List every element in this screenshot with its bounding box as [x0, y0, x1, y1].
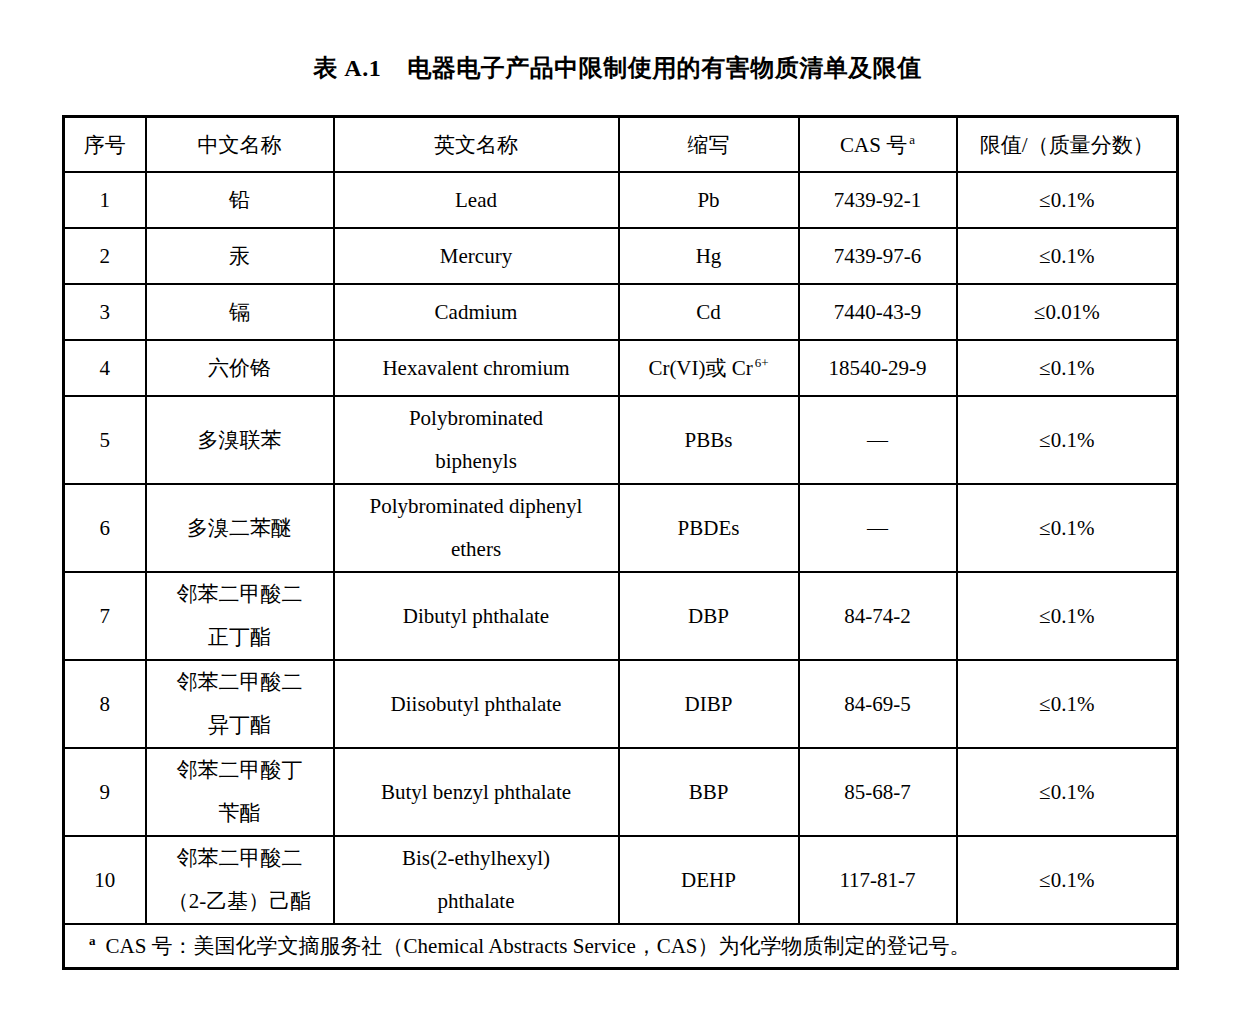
table-row: 5多溴联苯PolybrominatedbiphenylsPBBs—≤0.1%	[64, 396, 1178, 484]
document-page: 表 A.1电器电子产品中限制使用的有害物质清单及限值 序号中文名称英文名称缩写C…	[0, 0, 1235, 1014]
cell-abbreviation: Pb	[619, 172, 799, 228]
cell-limit-value: ≤0.1%	[957, 172, 1178, 228]
cell-chinese-name: 邻苯二甲酸丁苄酯	[146, 748, 334, 836]
header-cell: 英文名称	[334, 117, 619, 173]
cell-english-name: Hexavalent chromium	[334, 340, 619, 396]
cell-cas-number: 18540-29-9	[799, 340, 957, 396]
cell-english-name: Polybrominatedbiphenyls	[334, 396, 619, 484]
cell-serial-number: 1	[64, 172, 146, 228]
cell-abbreviation: DEHP	[619, 836, 799, 924]
cell-limit-value: ≤0.1%	[957, 396, 1178, 484]
footnote: aCAS 号：美国化学文摘服务社（Chemical Abstracts Serv…	[64, 924, 1178, 969]
cell-english-name: Bis(2-ethylhexyl)phthalate	[334, 836, 619, 924]
header-cell: 限值/（质量分数）	[957, 117, 1178, 173]
cell-serial-number: 10	[64, 836, 146, 924]
cell-chinese-name: 铅	[146, 172, 334, 228]
cell-chinese-name: 镉	[146, 284, 334, 340]
cell-english-name: Mercury	[334, 228, 619, 284]
cell-chinese-name: 邻苯二甲酸二（2-乙基）己酯	[146, 836, 334, 924]
cell-cas-number: 7439-97-6	[799, 228, 957, 284]
cell-serial-number: 4	[64, 340, 146, 396]
cell-serial-number: 9	[64, 748, 146, 836]
cell-english-name: Butyl benzyl phthalate	[334, 748, 619, 836]
cell-cas-number: 84-74-2	[799, 572, 957, 660]
cell-serial-number: 2	[64, 228, 146, 284]
header-superscript: a	[909, 132, 915, 147]
table-row: 3镉CadmiumCd7440-43-9≤0.01%	[64, 284, 1178, 340]
header-cell: CAS 号a	[799, 117, 957, 173]
cell-english-name: Cadmium	[334, 284, 619, 340]
table-row: 10邻苯二甲酸二（2-乙基）己酯Bis(2-ethylhexyl)phthala…	[64, 836, 1178, 924]
cell-chinese-name: 邻苯二甲酸二异丁酯	[146, 660, 334, 748]
abbreviation-superscript: 6+	[755, 355, 769, 370]
cell-chinese-name: 多溴联苯	[146, 396, 334, 484]
cell-english-name: Diisobutyl phthalate	[334, 660, 619, 748]
cell-limit-value: ≤0.1%	[957, 660, 1178, 748]
table-row: 8邻苯二甲酸二异丁酯Diisobutyl phthalateDIBP84-69-…	[64, 660, 1178, 748]
cell-chinese-name: 六价铬	[146, 340, 334, 396]
cell-abbreviation: Hg	[619, 228, 799, 284]
table-caption: 表 A.1 电器电子产品中限制使用的有害物质清单及限值	[0, 0, 1235, 84]
cell-cas-number: —	[799, 484, 957, 572]
cell-cas-number: 7439-92-1	[799, 172, 957, 228]
cell-limit-value: ≤0.1%	[957, 748, 1178, 836]
table-body: 1铅LeadPb7439-92-1≤0.1%2汞MercuryHg7439-97…	[64, 172, 1178, 969]
cell-abbreviation: DBP	[619, 572, 799, 660]
cell-cas-number: —	[799, 396, 957, 484]
cell-cas-number: 7440-43-9	[799, 284, 957, 340]
cell-limit-value: ≤0.1%	[957, 572, 1178, 660]
header-row: 序号中文名称英文名称缩写CAS 号a限值/（质量分数）	[64, 117, 1178, 173]
cell-abbreviation: Cd	[619, 284, 799, 340]
cell-abbreviation: Cr(VI)或 Cr6+	[619, 340, 799, 396]
cell-english-name: Dibutyl phthalate	[334, 572, 619, 660]
cell-cas-number: 85-68-7	[799, 748, 957, 836]
table-row: 1铅LeadPb7439-92-1≤0.1%	[64, 172, 1178, 228]
table-row: 9邻苯二甲酸丁苄酯Butyl benzyl phthalateBBP85-68-…	[64, 748, 1178, 836]
table-row: 7邻苯二甲酸二正丁酯Dibutyl phthalateDBP84-74-2≤0.…	[64, 572, 1178, 660]
table-row: 6多溴二苯醚Polybrominated diphenylethersPBDEs…	[64, 484, 1178, 572]
footnote-row: aCAS 号：美国化学文摘服务社（Chemical Abstracts Serv…	[64, 924, 1178, 969]
table-row: 4六价铬Hexavalent chromiumCr(VI)或 Cr6+18540…	[64, 340, 1178, 396]
cell-serial-number: 5	[64, 396, 146, 484]
header-cell: 序号	[64, 117, 146, 173]
cell-english-name: Polybrominated diphenylethers	[334, 484, 619, 572]
cell-limit-value: ≤0.1%	[957, 484, 1178, 572]
cell-limit-value: ≤0.1%	[957, 340, 1178, 396]
header-cell: 中文名称	[146, 117, 334, 173]
table-caption-title: 电器电子产品中限制使用的有害物质清单及限值	[407, 55, 922, 81]
cell-abbreviation: PBDEs	[619, 484, 799, 572]
cell-abbreviation: BBP	[619, 748, 799, 836]
table-caption-number: 表 A.1	[313, 55, 381, 81]
cell-limit-value: ≤0.1%	[957, 836, 1178, 924]
header-cell: 缩写	[619, 117, 799, 173]
cell-serial-number: 3	[64, 284, 146, 340]
cell-abbreviation: DIBP	[619, 660, 799, 748]
cell-chinese-name: 汞	[146, 228, 334, 284]
cell-chinese-name: 邻苯二甲酸二正丁酯	[146, 572, 334, 660]
cell-cas-number: 117-81-7	[799, 836, 957, 924]
cell-english-name: Lead	[334, 172, 619, 228]
cell-serial-number: 6	[64, 484, 146, 572]
cell-serial-number: 7	[64, 572, 146, 660]
cell-chinese-name: 多溴二苯醚	[146, 484, 334, 572]
cell-serial-number: 8	[64, 660, 146, 748]
cell-limit-value: ≤0.01%	[957, 284, 1178, 340]
table-row: 2汞MercuryHg7439-97-6≤0.1%	[64, 228, 1178, 284]
hazardous-substances-table: 序号中文名称英文名称缩写CAS 号a限值/（质量分数） 1铅LeadPb7439…	[62, 115, 1179, 970]
footnote-marker: a	[89, 933, 96, 948]
cell-cas-number: 84-69-5	[799, 660, 957, 748]
cell-limit-value: ≤0.1%	[957, 228, 1178, 284]
cell-abbreviation: PBBs	[619, 396, 799, 484]
